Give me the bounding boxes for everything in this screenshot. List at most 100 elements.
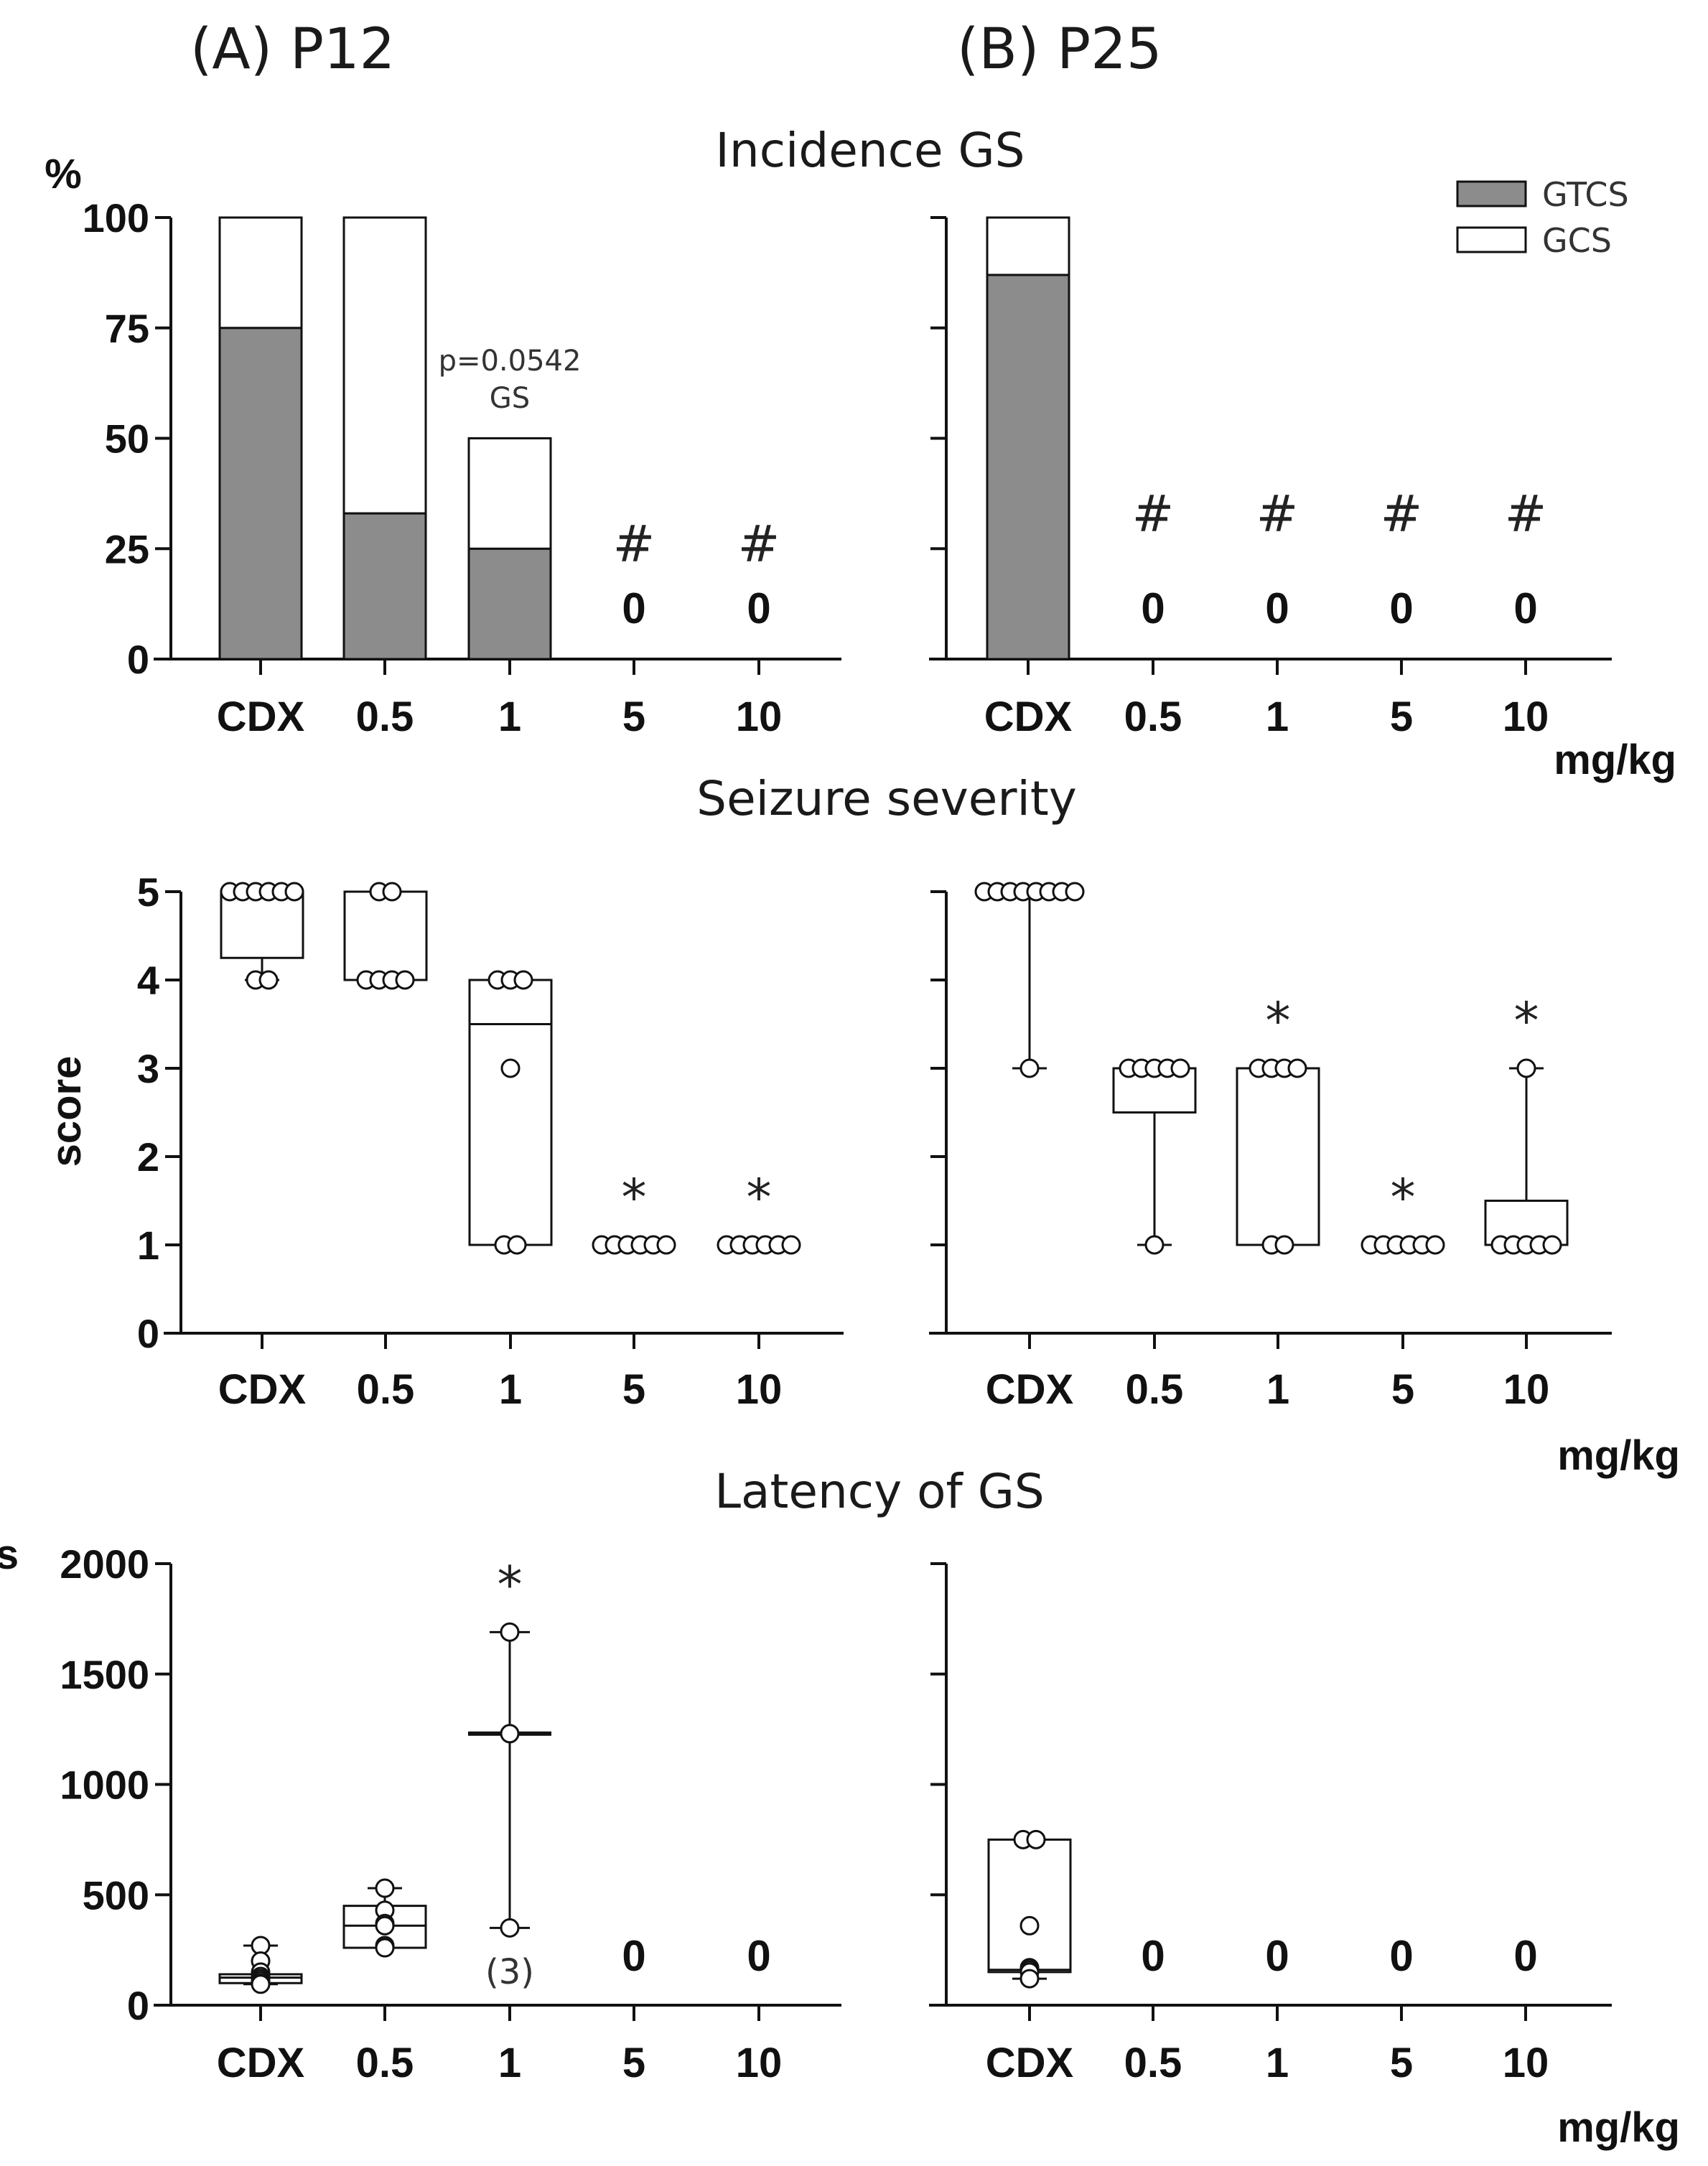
zero-value-label: 0 bbox=[747, 1932, 770, 1980]
severity-p1-category-label: 1 bbox=[1266, 1366, 1289, 1413]
zero-value-label: 0 bbox=[1141, 1932, 1165, 1980]
unit-label-latency: mg/kg bbox=[1557, 2104, 1680, 2151]
data-point bbox=[1274, 1235, 1294, 1255]
latency-ytick-label: 2000 bbox=[60, 1541, 149, 1587]
latency-p0-category-label: 10 bbox=[736, 2040, 783, 2086]
legend-label-gcs: GCS bbox=[1542, 221, 1612, 260]
data-point bbox=[507, 1235, 527, 1255]
data-point bbox=[500, 1622, 520, 1642]
box-iqr bbox=[220, 890, 304, 959]
box-iqr bbox=[343, 890, 428, 981]
latency-p0-category-label: 1 bbox=[498, 2040, 521, 2086]
zero-value-label: 0 bbox=[747, 584, 770, 632]
severity-ytick-label: 5 bbox=[137, 869, 159, 915]
latency-p1-category-label: 10 bbox=[1503, 2040, 1549, 2086]
data-point bbox=[500, 1918, 520, 1938]
severity-p1-category-label: 0.5 bbox=[1126, 1366, 1184, 1413]
bar-gcs bbox=[467, 437, 552, 550]
severity-ytick-label: 1 bbox=[137, 1223, 159, 1268]
latency-ytick-label: 1500 bbox=[60, 1652, 149, 1697]
ylabel-severity: score bbox=[43, 1056, 90, 1167]
latency-ytick-label: 500 bbox=[83, 1872, 149, 1918]
latency-p1-category-label: 0.5 bbox=[1124, 2040, 1182, 2086]
severity-p1-category-label: CDX bbox=[986, 1366, 1074, 1413]
data-point bbox=[1287, 1058, 1307, 1078]
data-point bbox=[382, 882, 402, 902]
data-point bbox=[1516, 1058, 1536, 1078]
data-point bbox=[656, 1235, 676, 1255]
box-iqr bbox=[1236, 1067, 1320, 1246]
incidence-p0-category-label: 0.5 bbox=[356, 694, 414, 740]
incidence-p0-category-label: 5 bbox=[622, 694, 645, 740]
severity-ytick-label: 2 bbox=[137, 1134, 159, 1180]
bar-gcs bbox=[342, 216, 427, 515]
ylabel-latency: s bbox=[0, 1531, 19, 1578]
bar-gcs bbox=[986, 216, 1070, 276]
bar-gtcs bbox=[342, 512, 427, 660]
zero-value-label: 0 bbox=[1389, 584, 1413, 632]
legend-swatch-gcs bbox=[1456, 226, 1527, 253]
incidence-ytick-label: 25 bbox=[105, 526, 149, 571]
incidence-p1-category-label: 10 bbox=[1503, 694, 1549, 740]
data-point bbox=[1425, 1235, 1445, 1255]
latency-p1-category-label: 5 bbox=[1390, 2040, 1413, 2086]
severity-ytick-label: 0 bbox=[137, 1311, 159, 1356]
latency-p1-category-label: 1 bbox=[1266, 2040, 1289, 2086]
significance-hash-marker: # bbox=[1256, 485, 1299, 543]
zero-value-label: 0 bbox=[1265, 1932, 1289, 1980]
severity-p0-category-label: 10 bbox=[736, 1366, 783, 1413]
incidence-ytick-label: 50 bbox=[105, 416, 149, 462]
significance-hash-marker: # bbox=[613, 515, 655, 574]
legend: GTCS GCS bbox=[1456, 175, 1629, 260]
severity-p0-category-label: 1 bbox=[499, 1366, 522, 1413]
significance-hash-marker: # bbox=[1132, 485, 1175, 543]
latency-p0-category-label: 0.5 bbox=[356, 2040, 414, 2086]
bar-gtcs bbox=[467, 547, 552, 660]
severity-p0-category-label: 0.5 bbox=[357, 1366, 415, 1413]
severity-p1-category-label: 5 bbox=[1391, 1366, 1414, 1413]
data-point bbox=[1019, 1058, 1040, 1078]
incidence-p1-category-label: CDX bbox=[984, 694, 1073, 740]
data-point bbox=[284, 882, 304, 902]
title-severity: Seizure severity bbox=[696, 771, 1077, 826]
latency-p0-category-label: 5 bbox=[622, 2040, 645, 2086]
significance-star-marker: * bbox=[498, 1555, 523, 1614]
zero-value-label: 0 bbox=[1141, 584, 1165, 632]
ylabel-incidence: % bbox=[45, 151, 82, 197]
incidence-p0-category-label: CDX bbox=[217, 694, 305, 740]
significance-star-marker: * bbox=[1391, 1168, 1416, 1227]
significance-hash-marker: # bbox=[1505, 485, 1547, 543]
data-point bbox=[375, 1878, 395, 1898]
latency-p0-category-label: CDX bbox=[217, 2040, 305, 2086]
zero-value-label: 0 bbox=[1389, 1932, 1413, 1980]
incidence-p1-category-label: 0.5 bbox=[1124, 694, 1182, 740]
sample-size-label: (3) bbox=[485, 1952, 534, 1992]
data-point bbox=[375, 1915, 395, 1936]
data-point bbox=[395, 970, 415, 990]
legend-label-gtcs: GTCS bbox=[1542, 175, 1629, 214]
significance-star-marker: * bbox=[1514, 991, 1539, 1050]
severity-ytick-label: 3 bbox=[137, 1046, 159, 1091]
latency-ytick-label: 1000 bbox=[60, 1763, 149, 1808]
unit-label-incidence: mg/kg bbox=[1554, 737, 1676, 783]
data-point bbox=[1542, 1235, 1562, 1255]
data-point bbox=[500, 1058, 521, 1078]
bar-gtcs bbox=[986, 274, 1070, 660]
legend-swatch-gtcs bbox=[1456, 180, 1527, 207]
data-point bbox=[1019, 1969, 1040, 1989]
significance-star-marker: * bbox=[1266, 991, 1291, 1050]
data-point bbox=[251, 1974, 271, 1994]
title-incidence: Incidence GS bbox=[715, 123, 1025, 178]
incidence-p0-category-label: 10 bbox=[736, 694, 783, 740]
p-value-annotation: p=0.0542 bbox=[439, 345, 582, 378]
bar-gtcs bbox=[218, 327, 303, 660]
data-point bbox=[1019, 1915, 1040, 1936]
incidence-p1-category-label: 1 bbox=[1266, 694, 1289, 740]
incidence-p1-category-label: 5 bbox=[1390, 694, 1413, 740]
zero-value-label: 0 bbox=[622, 1932, 645, 1980]
zero-value-label: 0 bbox=[622, 584, 645, 632]
data-point bbox=[781, 1235, 801, 1255]
severity-p1-category-label: 10 bbox=[1503, 1366, 1550, 1413]
